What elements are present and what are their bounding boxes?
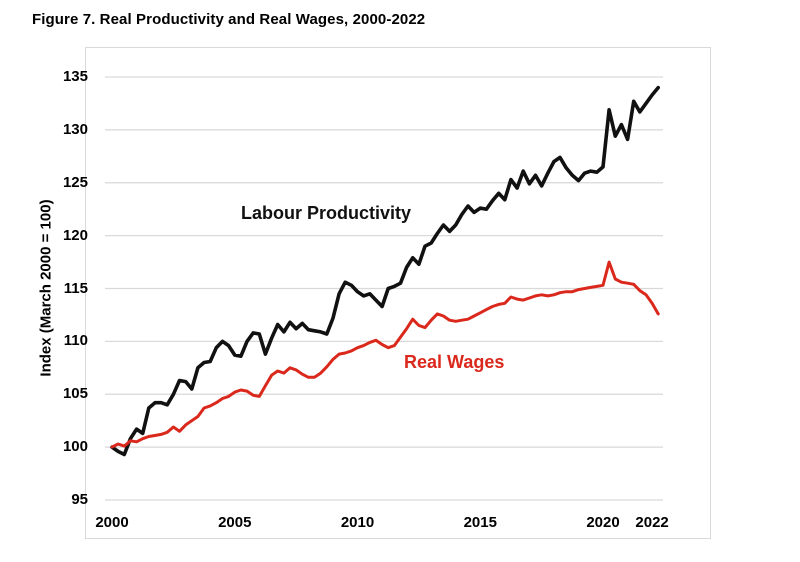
x-tick-label: 2000 [95,514,129,531]
y-tick-label: 135 [62,68,88,85]
real-wages-line [110,260,660,449]
x-tick-label: 2015 [463,514,497,531]
x-tick-label: 2010 [340,514,375,531]
y-tick-label: 120 [62,226,88,244]
x-tick-label: 2020 [586,514,620,531]
y-tick-label: 105 [62,385,88,403]
x-tick-label: 2022 [635,514,669,531]
labour-productivity-series-label: Labour Productivity [241,203,412,223]
labour-productivity-line [110,85,661,457]
y-tick-label: 115 [63,279,88,297]
x-tick-label: 2005 [218,514,252,531]
y-tick-label: 110 [63,332,88,350]
y-tick-label: 125 [62,173,88,191]
figure-title: Figure 7. Real Productivity and Real Wag… [32,11,426,28]
y-tick-label: 130 [62,120,88,138]
y-axis-title: Index (March 2000 = 100) [37,199,55,377]
y-tick-label: 100 [62,438,88,456]
real-wages-series-label: Real Wages [404,352,505,372]
y-tick-label: 95 [71,491,88,508]
